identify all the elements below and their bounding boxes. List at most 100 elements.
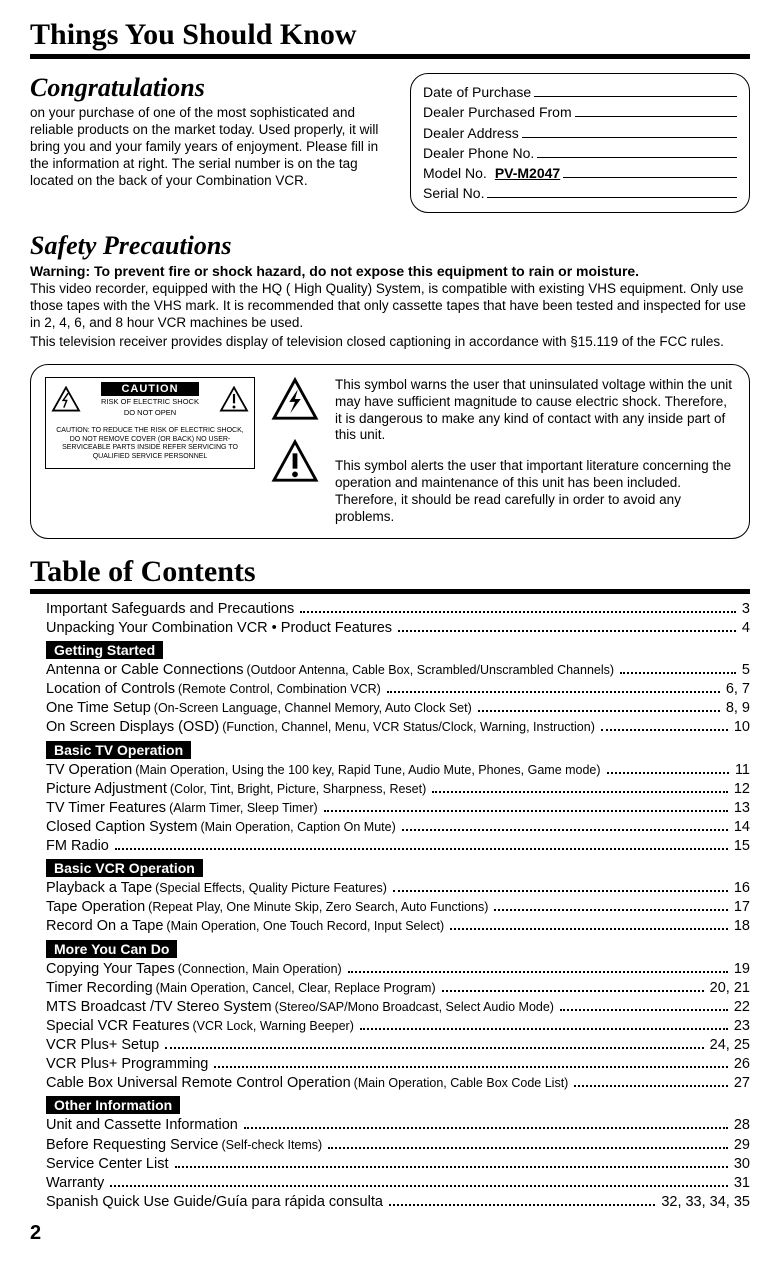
toc-leader-dots [607,761,729,773]
toc-item-subtitle: (Main Operation, Using the 100 key, Rapi… [135,762,600,779]
toc-leader-dots [387,681,720,693]
toc-item-title: On Screen Displays (OSD) [46,718,219,737]
caution-panel: CAUTION RISK OF ELECTRIC SHOCK DO NOT OP… [30,364,750,539]
toc-leader-dots [574,1075,728,1087]
toc-row: Tape Operation (Repeat Play, One Minute … [46,898,750,917]
toc-item-title: Copying Your Tapes [46,960,175,979]
toc-row: Copying Your Tapes (Connection, Main Ope… [46,960,750,979]
bolt-triangle-icon [271,377,319,421]
toc-rule [30,589,750,594]
toc-item-title: Timer Recording [46,979,153,998]
toc-item-title: Location of Controls [46,680,175,699]
page-title: Things You Should Know [30,18,750,52]
toc-leader-dots [393,880,728,892]
toc-leader-dots [348,960,728,972]
toc-item-page: 16 [734,879,750,898]
toc-leader-dots [110,1175,728,1187]
toc-item-page: 24, 25 [710,1036,750,1055]
toc-item-title: Service Center List [46,1155,169,1174]
toc-item-page: 30 [734,1155,750,1174]
congratulations-block: Congratulations on your purchase of one … [30,73,394,189]
toc-leader-dots [175,1155,728,1167]
caution-mid-text: CAUTION: TO REDUCE THE RISK OF ELECTRIC … [51,427,249,462]
page-number: 2 [30,1222,750,1245]
toc-leader-dots [450,918,728,930]
caution-sub1: RISK OF ELECTRIC SHOCK [101,398,199,406]
toc-leader-dots [115,838,728,850]
toc-item-subtitle: (Function, Channel, Menu, VCR Status/Clo… [222,719,595,736]
info-field: Serial No. [423,183,737,203]
toc-leader-dots [360,1018,728,1030]
bolt-triangle-icon [51,386,81,412]
toc-item-subtitle: (Alarm Timer, Sleep Timer) [169,800,318,817]
toc-item-title: One Time Setup [46,699,151,718]
toc-item-subtitle: (Main Operation, Cancel, Clear, Replace … [156,980,436,997]
toc-item-title: Warranty [46,1174,104,1193]
toc-item-page: 17 [734,898,750,917]
toc-leader-dots [442,979,704,991]
toc-section-header: Basic TV Operation [46,741,191,759]
info-field-label: Date of Purchase [423,82,531,102]
toc-row: TV Timer Features (Alarm Timer, Sleep Ti… [46,799,750,818]
info-field-label: Serial No. [423,183,484,203]
toc-item-title: FM Radio [46,837,109,856]
caution-sub2: DO NOT OPEN [101,409,199,417]
congratulations-body: on your purchase of one of the most soph… [30,105,394,189]
exclamation-triangle-icon [271,439,319,483]
toc-row: Important Safeguards and Precautions3 [46,600,750,619]
toc-item-page: 6, 7 [726,680,750,699]
toc-leader-dots [165,1037,703,1049]
toc-row: Unpacking Your Combination VCR • Product… [46,619,750,638]
toc-item-title: Important Safeguards and Precautions [46,600,294,619]
safety-paragraph-2: This television receiver provides displa… [30,333,750,350]
info-field-value: PV-M2047 [495,163,560,183]
toc-item-subtitle: (Stereo/SAP/Mono Broadcast, Select Audio… [275,999,554,1016]
toc-row: Location of Controls (Remote Control, Co… [46,680,750,699]
toc-leader-dots [398,620,736,632]
info-field: Dealer Phone No. [423,143,737,163]
toc-item-title: Picture Adjustment [46,780,167,799]
toc-item-subtitle: (Main Operation, Caption On Mute) [201,819,396,836]
toc-row: Before Requesting Service (Self-check It… [46,1136,750,1155]
toc-row: Service Center List 30 [46,1155,750,1174]
toc-item-page: 11 [735,761,750,780]
toc-leader-dots [214,1056,727,1068]
bolt-symbol-text: This symbol warns the user that uninsula… [335,377,735,445]
info-field: Date of Purchase [423,82,737,102]
info-field-underline [487,185,737,198]
toc-item-title: VCR Plus+ Programming [46,1055,208,1074]
toc-item-title: Special VCR Features [46,1017,189,1036]
toc-item-subtitle: (VCR Lock, Warning Beeper) [192,1018,353,1035]
toc-item-page: 14 [734,818,750,837]
toc-item-page: 28 [734,1116,750,1135]
toc-item-title: TV Operation [46,761,132,780]
toc-leader-dots [601,719,728,731]
toc-leader-dots [324,800,728,812]
toc-row: TV Operation (Main Operation, Using the … [46,761,750,780]
info-field-label: Model No. [423,163,487,183]
toc-section-header: Getting Started [46,641,163,659]
toc-leader-dots [300,601,736,613]
toc-item-title: MTS Broadcast /TV Stereo System [46,998,272,1017]
toc-item-title: Antenna or Cable Connections [46,661,244,680]
toc-heading: Table of Contents [30,555,750,589]
toc-item-title: Tape Operation [46,898,145,917]
toc-item-page: 18 [734,917,750,936]
exclamation-triangle-icon [219,386,249,412]
toc-leader-dots [478,700,720,712]
toc-item-page: 26 [734,1055,750,1074]
toc-item-title: Before Requesting Service [46,1136,219,1155]
toc-item-page: 31 [734,1174,750,1193]
toc-item-subtitle: (Main Operation, One Touch Record, Input… [166,918,444,935]
info-field-label: Dealer Phone No. [423,143,534,163]
heading-rule [30,54,750,59]
toc-item-page: 5 [742,661,750,680]
congratulations-heading: Congratulations [30,73,394,103]
toc-row: Unit and Cassette Information28 [46,1116,750,1135]
toc-row: Special VCR Features (VCR Lock, Warning … [46,1017,750,1036]
info-field: Dealer Purchased From [423,102,737,122]
toc-item-title: TV Timer Features [46,799,166,818]
toc-section-header: Other Information [46,1096,180,1114]
toc-item-title: Closed Caption System [46,818,198,837]
info-field-underline [563,165,737,178]
